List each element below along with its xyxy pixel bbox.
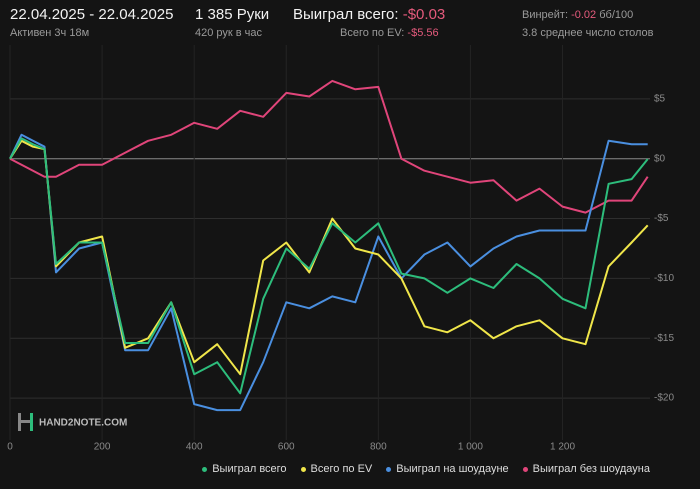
x-tick-label: 400	[186, 442, 203, 453]
hands: 1 385 Руки	[195, 6, 270, 23]
legend-label: Всего по EV	[310, 463, 373, 475]
x-tick-label: 800	[370, 442, 387, 453]
y-tick-label: -$10	[654, 273, 674, 284]
legend-swatch	[386, 466, 392, 472]
logo	[30, 413, 33, 431]
logo	[21, 420, 30, 423]
hands-per-hour: 420 рук в час	[195, 27, 263, 39]
x-tick-label: 600	[278, 442, 295, 453]
logo	[18, 413, 21, 431]
value: -$0.03	[402, 6, 446, 23]
legend-swatch	[300, 466, 306, 472]
grid	[9, 45, 650, 440]
y-tick-label: -$15	[654, 333, 674, 344]
unit: бб/100	[599, 9, 634, 21]
legend-label: Выиграл на шоудауне	[396, 463, 509, 475]
legend-swatch	[522, 466, 528, 472]
label: Выиграл всего:	[293, 6, 399, 23]
legend-item[interactable]: Выиграл без шоудауна	[522, 463, 650, 475]
value: -0.02	[571, 9, 597, 21]
winrate: Винрейт: -0.02 бб/100	[522, 9, 633, 21]
x-tick-label: 200	[94, 442, 111, 453]
active-time: Активен 3ч 18м	[10, 27, 90, 39]
series-line	[9, 79, 649, 214]
legend-item[interactable]: Выиграл на шоудауне	[386, 463, 509, 475]
legend-item[interactable]: Всего по EV	[300, 463, 373, 475]
ev-total: Всего по EV: -$5.56	[340, 27, 439, 39]
watermark-text: HAND2NOTE.COM	[39, 418, 127, 429]
legend-label: Выиграл без шоудауна	[532, 463, 650, 475]
tables: 3.8 среднее число столов	[522, 27, 654, 39]
y-tick-label: -$20	[654, 393, 674, 404]
x-tick-label: 0	[7, 442, 13, 453]
date-range: 22.04.2025 - 22.04.2025	[10, 6, 174, 23]
series-line	[9, 133, 648, 412]
x-tick-label: 1 200	[550, 442, 575, 453]
label: Всего по EV:	[340, 27, 405, 39]
value: -$5.56	[407, 27, 439, 39]
legend-label: Выиграл всего	[212, 463, 287, 475]
label: Винрейт:	[522, 9, 569, 21]
y-tick-label: $5	[654, 94, 666, 105]
series-line	[9, 137, 649, 395]
legend-item[interactable]: Выиграл всего	[202, 463, 287, 475]
x-tick-label: 1 000	[458, 442, 483, 453]
watermark: HAND2NOTE.COM	[18, 413, 127, 431]
y-tick-label: -$5	[654, 213, 669, 224]
won-total: Выиграл всего: -$0.03	[293, 6, 445, 23]
y-tick-label: $0	[654, 153, 666, 164]
legend: Выиграл всего Всего по EV Выиграл на шоуда…	[202, 463, 650, 475]
legend-swatch	[202, 466, 208, 472]
